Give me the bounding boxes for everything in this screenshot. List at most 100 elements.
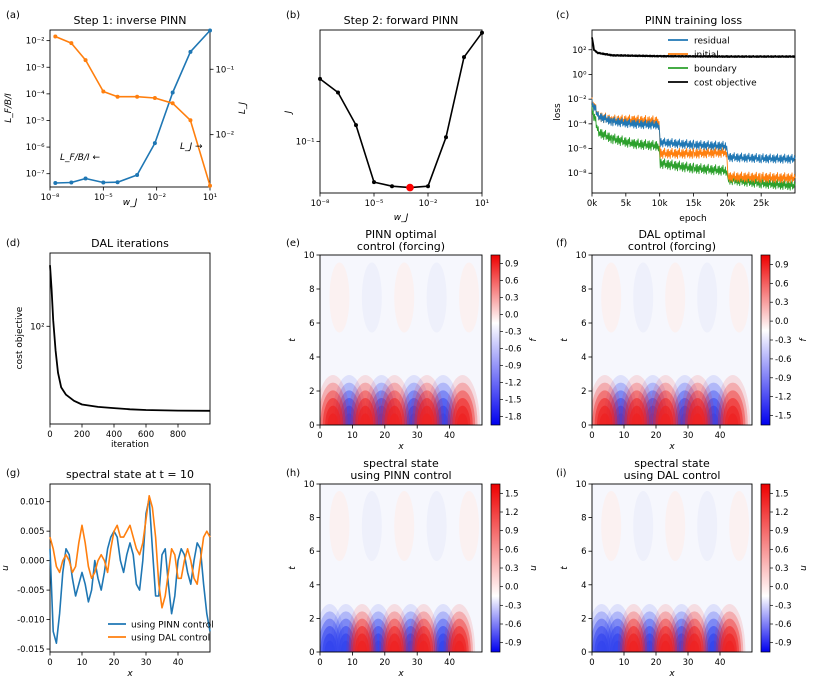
y-tick-label: 4 bbox=[309, 353, 314, 363]
x-tick-label: 10⁻⁵ bbox=[365, 199, 384, 209]
data-point-blue bbox=[69, 180, 74, 185]
colorbar-tick-label: 0.3 bbox=[505, 294, 519, 304]
y-tick-label: 10⁻⁵ bbox=[26, 116, 45, 126]
heatmap-contour bbox=[727, 413, 739, 425]
chart-title: PINN optimal bbox=[365, 228, 436, 241]
series-line bbox=[49, 265, 211, 412]
heatmap-contour bbox=[405, 640, 416, 652]
panel-label: (a) bbox=[6, 10, 20, 21]
colorbar-tick-label: -0.9 bbox=[505, 362, 522, 372]
y-tick-label: 6 bbox=[309, 319, 314, 329]
colorbar-tick-label: -0.3 bbox=[505, 328, 522, 338]
legend-label: using PINN control bbox=[131, 621, 214, 631]
heatmap-faint-patch bbox=[665, 262, 686, 333]
colorbar-tick-label: 0.0 bbox=[505, 583, 519, 593]
x-tick-label: 30 bbox=[683, 431, 694, 441]
heatmap-contour bbox=[596, 640, 607, 652]
y-tick-label: 8 bbox=[581, 285, 586, 295]
heatmap-contour bbox=[389, 640, 400, 652]
x-tick-label: 10¹ bbox=[203, 193, 217, 203]
x-tick-label: 0 bbox=[317, 658, 322, 668]
colorbar-tick-label: 1.2 bbox=[775, 508, 789, 518]
data-point bbox=[318, 76, 322, 81]
data-point-orange bbox=[83, 58, 88, 63]
chart-title: using PINN control bbox=[350, 469, 451, 482]
colorbar-tick-label: 0.0 bbox=[775, 317, 789, 327]
x-tick-label: 20 bbox=[651, 658, 662, 668]
colorbar-tick-label: -0.6 bbox=[505, 345, 522, 355]
colorbar-tick-label: -0.9 bbox=[775, 374, 792, 384]
chart-title: DAL optimal bbox=[638, 228, 705, 241]
panel-label: (e) bbox=[286, 238, 300, 249]
series-line-orange bbox=[54, 35, 211, 186]
data-point-blue bbox=[135, 173, 140, 178]
colorbar-tick-label: -0.9 bbox=[775, 639, 792, 649]
x-tick-label: 10⁻⁸ bbox=[311, 199, 330, 209]
colorbar-tick-label: 0.0 bbox=[505, 311, 519, 321]
data-point-orange bbox=[170, 101, 175, 106]
heatmap-faint-patch bbox=[697, 491, 718, 561]
heatmap-contour bbox=[631, 413, 643, 425]
y-tick-label: 10 bbox=[304, 251, 315, 261]
heatmap-field bbox=[320, 484, 482, 652]
heatmap-faint-patch bbox=[426, 262, 447, 333]
heatmap-faint-patch bbox=[459, 491, 480, 561]
x-tick-label: 0k bbox=[587, 199, 597, 209]
heatmap-contour bbox=[612, 640, 623, 652]
colorbar-tick-label: 0.6 bbox=[505, 545, 519, 555]
colorbar bbox=[490, 483, 501, 653]
heatmap-contour bbox=[644, 640, 655, 652]
chart-title: control (forcing) bbox=[628, 240, 716, 253]
x-tick-label: 10⁻² bbox=[419, 199, 438, 209]
data-point-orange bbox=[135, 94, 140, 99]
axes-frame bbox=[319, 29, 483, 194]
x-tick-label: 15k bbox=[686, 199, 702, 209]
y-tick-label: 0.010 bbox=[20, 498, 44, 508]
x-tick-label: 20 bbox=[379, 431, 390, 441]
data-point bbox=[426, 184, 430, 189]
data-point-blue bbox=[170, 90, 175, 95]
heatmap-faint-patch bbox=[729, 262, 750, 333]
y-tick-label: 2 bbox=[309, 387, 314, 397]
data-point-blue bbox=[101, 180, 106, 185]
chart-title: using DAL control bbox=[624, 469, 721, 482]
colorbar-label: f bbox=[529, 337, 539, 342]
heatmap-field bbox=[592, 255, 752, 425]
chart-title: DAL iterations bbox=[91, 237, 169, 250]
colorbar-tick-label: -1.2 bbox=[505, 379, 522, 389]
y-tick-label: 0.000 bbox=[20, 557, 44, 567]
series-line-blue bbox=[591, 98, 796, 164]
x-tick-label: 10 bbox=[77, 658, 88, 668]
heatmap-contour bbox=[324, 640, 335, 652]
chart-title: spectral state bbox=[634, 457, 710, 470]
data-point-orange bbox=[188, 118, 193, 123]
y-tick-label: 10⁻² bbox=[568, 95, 587, 105]
colorbar-tick-label: 0.9 bbox=[775, 260, 789, 270]
heatmap-contour bbox=[615, 413, 627, 425]
chart-title: PINN training loss bbox=[645, 14, 742, 27]
x-tick-label: 5k bbox=[621, 199, 631, 209]
heatmap-faint-patch bbox=[361, 262, 382, 333]
colorbar-tick-label: 0.6 bbox=[775, 545, 789, 555]
axes-frame bbox=[319, 483, 483, 653]
x-tick-label: 10¹ bbox=[475, 199, 489, 209]
x-tick-label: 40 bbox=[715, 431, 726, 441]
y-tick-label: 10² bbox=[572, 46, 586, 56]
data-point-blue bbox=[152, 141, 157, 146]
heatmap-contour bbox=[408, 413, 420, 425]
heatmap-field bbox=[592, 484, 752, 652]
x-axis-label: w_J bbox=[394, 213, 409, 223]
y-tick-label: 2 bbox=[581, 614, 586, 624]
y-tick-label: 6 bbox=[581, 547, 586, 557]
y-tick-label: 4 bbox=[581, 353, 586, 363]
axes-frame bbox=[591, 254, 753, 426]
legend-label: using DAL control bbox=[131, 634, 210, 644]
data-point-blue bbox=[208, 28, 212, 33]
y-tick-label: 0 bbox=[581, 421, 586, 431]
y-axis-label: loss bbox=[553, 103, 563, 121]
chart-title: Step 1: inverse PINN bbox=[74, 14, 187, 27]
y-axis-label: J bbox=[284, 110, 294, 115]
colorbar-tick-label: -1.5 bbox=[775, 412, 792, 422]
series-line-orange bbox=[49, 494, 211, 609]
